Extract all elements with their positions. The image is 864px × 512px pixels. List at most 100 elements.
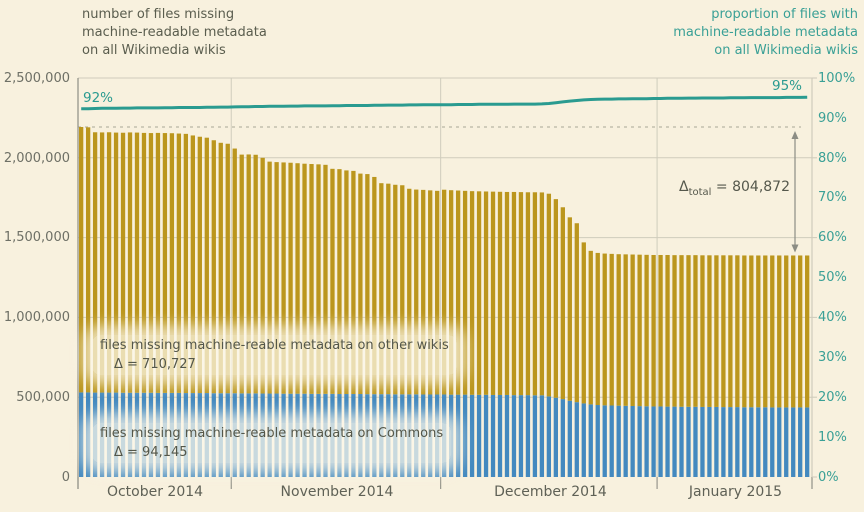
commons-bar [721,407,726,477]
commons-bar [742,407,747,477]
other-wikis-bar [784,255,789,408]
other-wikis-bar [490,191,496,395]
other-wikis-bar [295,163,300,394]
other-wikis-bar [218,142,223,394]
other-wikis-bar [323,164,328,394]
other-wikis-bar [176,133,182,393]
other-wikis-bar [574,223,579,403]
commons-bar [602,405,607,477]
y-right-tick-40: 40% [818,310,847,325]
y-right-tick-10: 10% [818,430,847,445]
left-axis-title-line2: machine-readable metadata [82,25,267,40]
commons-bar [644,406,649,477]
commons-bar [637,406,642,477]
other-wikis-bar [588,250,593,405]
other-wikis-bar [630,254,635,406]
other-wikis-bar [79,126,84,393]
left-axis-title: number of files missing machine-readable… [82,6,267,60]
other-wikis-bar [518,192,524,396]
commons-bar [616,405,621,477]
y-right-tick-0: 0% [818,470,839,485]
right-axis-title-line3: on all Wikimedia wikis [714,43,858,58]
other-wikis-bar [623,254,628,406]
other-wikis-bar [407,188,412,395]
other-wikis-bar [190,135,195,394]
other-wikis-bar [735,255,740,408]
other-wikis-bar [386,183,391,395]
commons-bar [79,392,84,477]
y-right-tick-50: 50% [818,270,847,285]
commons-bar [546,396,552,477]
other-wikis-bar [651,254,656,407]
other-wikis-series-label: files missing machine-reable metadata on… [92,335,457,375]
commons-bar [609,405,614,477]
left-axis-title-line1: number of files missing [82,7,235,22]
other-wikis-bar [707,255,712,407]
other-wikis-bar [665,254,670,407]
other-wikis-bar [120,132,126,393]
commons-bar [497,394,503,477]
commons-bar [511,395,517,477]
other-wikis-bar [609,253,614,406]
commons-bar [735,407,740,477]
other-wikis-bar [658,254,663,407]
other-wikis-bar [686,255,691,407]
commons-bar [567,400,572,477]
other-wikis-bar [497,191,503,395]
other-wikis-bar [777,255,782,408]
other-wikis-bar [211,140,216,394]
other-wikis-bar [148,133,154,393]
other-wikis-bar [637,254,642,407]
commons-bar [483,394,489,477]
commons-bar [518,395,524,477]
commons-series-label: files missing machine-reable metadata on… [92,423,452,463]
y-right-tick-70: 70% [818,190,847,205]
other-wikis-bar [679,255,684,407]
commons-bar [623,405,628,477]
other-wikis-bar [337,169,342,395]
commons-bar [630,405,635,477]
other-wikis-bar [85,127,91,393]
other-wikis-bar [246,154,251,394]
commons-bar [728,407,733,477]
other-wikis-bar [455,190,461,395]
other-wikis-bar [476,191,482,395]
other-wikis-bar [742,255,747,408]
other-wikis-bar [560,207,565,400]
commons-bar [672,406,677,477]
commons-bar [504,394,510,477]
other-wikis-bar [99,132,105,393]
proportion-line [81,95,808,111]
other-wikis-bar [553,199,559,398]
commons-delta: Δ = 94,145 [114,445,188,460]
other-wikis-bar [127,132,133,393]
other-wikis-bar [756,255,761,408]
other-wikis-label-text: files missing machine-reable metadata on… [100,338,449,353]
other-wikis-bar [511,191,517,396]
commons-bar [658,406,663,477]
other-wikis-bar [400,185,405,395]
other-wikis-bar [448,190,454,395]
commons-bar [665,406,670,477]
other-wikis-bar [197,136,202,394]
commons-bar [539,395,545,477]
other-wikis-bar [281,162,286,394]
delta-subscript: total [688,186,712,198]
commons-bar [749,407,754,477]
other-wikis-bar [644,254,649,407]
y-right-tick-90: 90% [818,111,847,126]
other-wikis-bar [798,255,803,408]
other-wikis-bar [372,176,377,395]
other-wikis-bar [92,132,98,393]
commons-bar [700,406,705,477]
commons-bar [686,406,691,477]
other-wikis-bar [393,184,398,395]
other-wikis-bar [183,133,189,394]
commons-bar [455,394,461,477]
other-wikis-bar [693,255,698,407]
other-wikis-bar [714,255,719,407]
other-wikis-bar [155,132,161,393]
other-wikis-bar [428,190,433,395]
other-wikis-delta: Δ = 710,727 [114,357,196,372]
